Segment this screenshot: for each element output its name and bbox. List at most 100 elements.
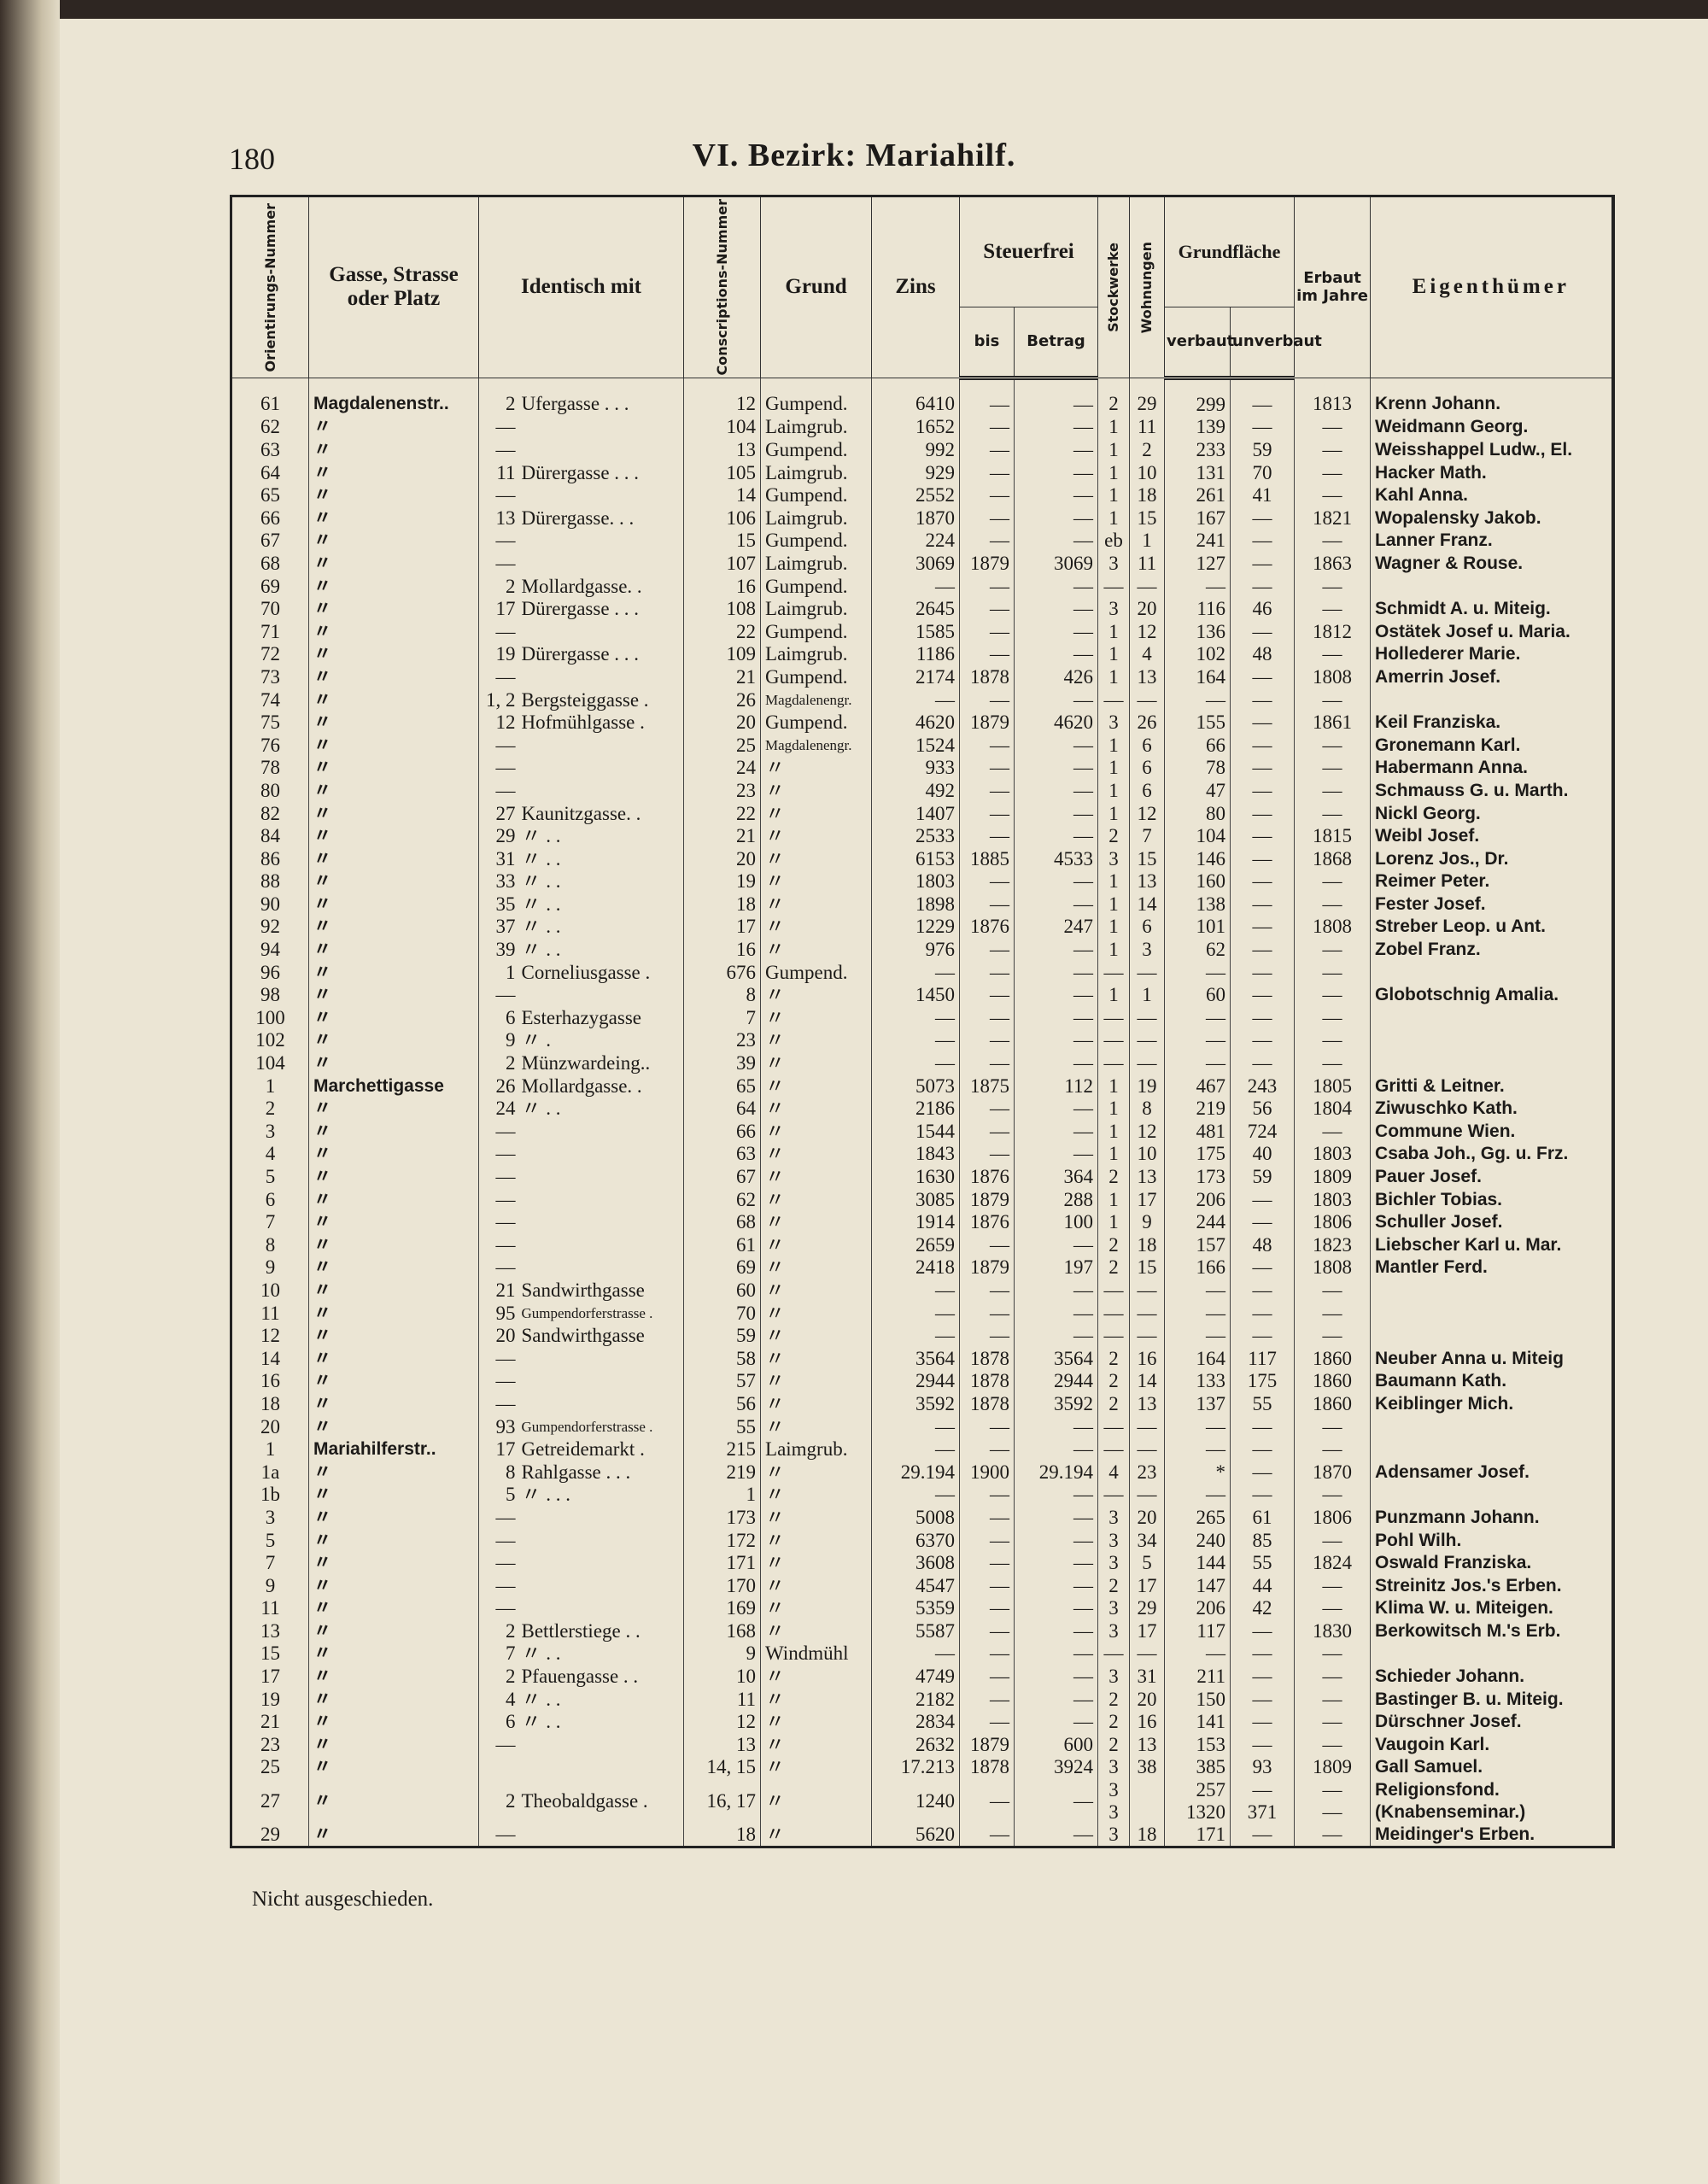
tax-free-until: — [959,779,1015,803]
unbuilt-area: — [1230,1710,1295,1734]
tax-free-until: — [959,1619,1015,1643]
header-cell: unverbaut [1230,306,1322,380]
dwellings: 15 [1129,506,1165,530]
street: 〃 [308,1006,479,1030]
owner: Csaba Joh., Gg. u. Frz. [1370,1143,1613,1166]
dwellings: 1 [1129,983,1165,1007]
year-built: 1863 [1294,552,1371,576]
dwellings: 11 [1129,416,1165,439]
identical-number: — [478,734,520,758]
tax-free-amount: — [1014,438,1098,462]
tax-free-amount: — [1014,802,1098,825]
identical-number: 21 [478,1279,520,1303]
storeys: 1 [1097,438,1130,462]
street: 〃 [308,916,479,939]
conscription-number: 14 [683,483,761,507]
tax-free-until: 1878 [959,1347,1015,1371]
storeys: 1 [1097,1188,1130,1211]
identical-number: 35 [478,893,520,916]
grund: 〃 [760,1165,872,1189]
street: 〃 [308,1143,479,1166]
zins: — [871,575,960,598]
tax-free-amount: — [1014,1823,1098,1847]
dwellings [1129,1778,1165,1824]
conscription-number: 23 [683,1029,761,1052]
year-built: — [1294,483,1371,507]
table-row: 9 〃 —69 〃 2418 1879 197 2 15 166—1808 Mantler Ferd… [231,1256,1613,1279]
tax-free-until: 1876 [959,1165,1015,1189]
tax-free-until: — [959,1506,1015,1530]
table-row: 88 〃 33 〃 . . 19 〃 1803— —1 13 160— — Reimer Peter. [231,870,1613,893]
tax-free-until: — [959,1596,1015,1620]
tax-free-amount: — [1014,575,1098,598]
table-row: 7 〃 —68 〃 1914 1876 100 1 9 244—1806 Schuller Jose… [231,1210,1613,1234]
year-built: — [1294,416,1371,439]
built-area: 150 [1164,1688,1231,1711]
header-cell: Steuerfrei [959,196,1099,307]
street: 〃 [308,643,479,666]
year-built: — [1294,802,1371,825]
storeys: 2 [1097,1574,1130,1597]
tax-free-until: — [959,938,1015,962]
tax-free-until: — [959,802,1015,825]
grund: 〃 [760,938,872,962]
year-built: — [1294,779,1371,803]
identical-street: Dürergasse . . . [521,461,640,483]
conscription-number: 13 [683,438,761,462]
zins: — [871,1051,960,1075]
conscription-number: 20 [683,711,761,735]
tax-free-until: 1878 [959,1370,1015,1393]
identical-street: 〃 . . [521,870,561,893]
year-built: — [1294,643,1371,666]
built-area: 299 [1164,378,1231,417]
grund: Windmühl [760,1642,872,1666]
orient-number: 73 [231,665,309,689]
dwellings: 13 [1129,1165,1165,1189]
storeys: 1 [1097,506,1130,530]
zins: 2533 [871,824,960,848]
dwellings: 34 [1129,1529,1165,1552]
conscription-number: 60 [683,1279,761,1303]
grund: Gumpend. [760,620,872,644]
owner [1370,1279,1613,1303]
dwellings: 15 [1129,847,1165,870]
street: 〃 [308,847,479,870]
grund: 〃 [760,1324,872,1348]
street: 〃 [308,1392,479,1416]
zins: 1450 [871,983,960,1007]
unbuilt-area: — [1230,1256,1295,1279]
owner: Zobel Franz. [1370,938,1613,962]
identical-number: — [478,1596,520,1620]
conscription-number: 21 [683,665,761,689]
conscription-number: 12 [683,1710,761,1734]
street: 〃 [308,1188,479,1211]
year-built: — [1294,1279,1371,1303]
year-built: — [1294,1529,1371,1552]
grund: Magdalenengr. [760,734,872,758]
owner: Schuller Josef. [1370,1210,1613,1234]
storeys: 1 [1097,665,1130,689]
header-cell: Erbaut im Jahre [1294,196,1372,378]
identical-number: — [478,1120,520,1144]
conscription-number: 219 [683,1461,761,1484]
identical-street [520,1574,684,1597]
orient-number: 18 [231,1392,309,1416]
orient-number: 3 [231,1120,309,1144]
year-built: 1868 [1294,847,1371,870]
unbuilt-area: — [1230,1188,1295,1211]
grund: 〃 [760,1029,872,1052]
zins: 2182 [871,1688,960,1711]
unbuilt-area: 243 [1230,1074,1295,1098]
street: 〃 [308,1279,479,1303]
owner: Ziwuschko Kath. [1370,1097,1613,1121]
storeys: 1 [1097,416,1130,439]
footnote: Nicht ausgeschieden. [252,1888,434,1911]
identical-street: Esterhazygasse [521,1006,642,1028]
storeys: — [1097,688,1130,711]
identical-number: 93 [478,1415,520,1438]
year-built: — [1294,688,1371,711]
header-text: Conscriptions-Nummer [713,199,730,376]
identical-number: — [478,438,520,462]
owner: Hollederer Marie. [1370,643,1613,666]
identical-number: 20 [478,1324,520,1348]
